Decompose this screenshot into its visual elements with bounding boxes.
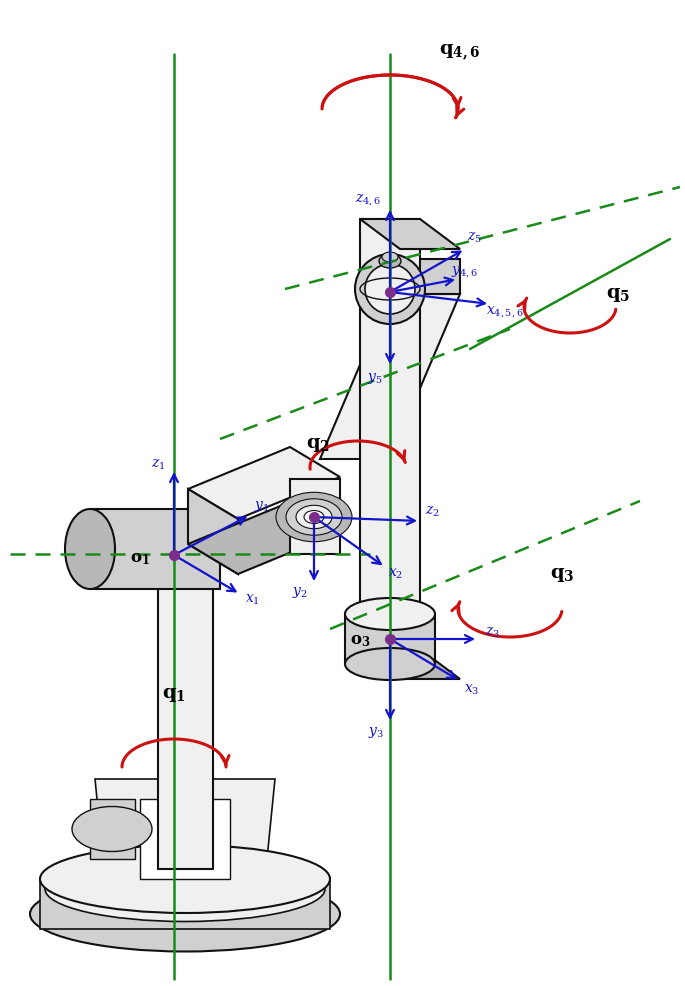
Ellipse shape bbox=[158, 555, 212, 574]
Text: $\mathbf{q_2}$: $\mathbf{q_2}$ bbox=[306, 435, 330, 454]
Polygon shape bbox=[390, 259, 460, 295]
Polygon shape bbox=[90, 510, 220, 590]
Text: $y_5$: $y_5$ bbox=[367, 370, 383, 386]
Bar bbox=[140, 800, 230, 880]
Polygon shape bbox=[360, 220, 420, 650]
Polygon shape bbox=[188, 448, 340, 520]
Ellipse shape bbox=[304, 511, 324, 524]
Ellipse shape bbox=[72, 807, 152, 852]
Text: $\mathbf{q_3}$: $\mathbf{q_3}$ bbox=[550, 565, 574, 584]
Text: $\mathbf{q_{4,6}}$: $\mathbf{q_{4,6}}$ bbox=[439, 42, 481, 62]
Ellipse shape bbox=[40, 845, 330, 913]
Ellipse shape bbox=[382, 252, 398, 262]
Text: $z_2$: $z_2$ bbox=[425, 504, 439, 519]
Ellipse shape bbox=[287, 499, 343, 534]
Polygon shape bbox=[158, 564, 213, 869]
Ellipse shape bbox=[296, 506, 332, 529]
Polygon shape bbox=[188, 503, 340, 575]
Text: $x_{4,5,6}$: $x_{4,5,6}$ bbox=[486, 304, 524, 319]
Ellipse shape bbox=[355, 254, 425, 324]
Text: $\mathbf{q_1}$: $\mathbf{q_1}$ bbox=[162, 685, 186, 704]
Text: $y_3$: $y_3$ bbox=[368, 724, 384, 739]
Text: $x_1$: $x_1$ bbox=[245, 593, 260, 606]
Text: $\mathbf{o_1}$: $\mathbf{o_1}$ bbox=[130, 548, 150, 566]
Polygon shape bbox=[40, 880, 330, 929]
Text: $z_{4,6}$: $z_{4,6}$ bbox=[355, 192, 381, 208]
Ellipse shape bbox=[30, 877, 340, 951]
Polygon shape bbox=[360, 220, 460, 249]
Text: $x_3$: $x_3$ bbox=[464, 682, 479, 696]
Text: $\mathbf{o_3}$: $\mathbf{o_3}$ bbox=[349, 630, 371, 649]
Text: $z_3$: $z_3$ bbox=[484, 625, 499, 640]
Polygon shape bbox=[320, 295, 460, 459]
Text: $y_1$: $y_1$ bbox=[254, 498, 270, 513]
Ellipse shape bbox=[286, 499, 342, 535]
Text: $y_2$: $y_2$ bbox=[292, 584, 308, 599]
Polygon shape bbox=[188, 489, 238, 575]
Ellipse shape bbox=[379, 254, 401, 269]
Text: $z_5$: $z_5$ bbox=[466, 231, 482, 245]
Polygon shape bbox=[360, 650, 460, 679]
Ellipse shape bbox=[276, 493, 352, 542]
Ellipse shape bbox=[65, 510, 115, 590]
Ellipse shape bbox=[365, 264, 415, 315]
Polygon shape bbox=[345, 614, 435, 665]
Polygon shape bbox=[290, 479, 340, 554]
Ellipse shape bbox=[45, 857, 325, 922]
Polygon shape bbox=[95, 779, 275, 880]
Text: $z_1$: $z_1$ bbox=[151, 458, 165, 471]
Text: $\mathbf{q_5}$: $\mathbf{q_5}$ bbox=[606, 285, 630, 305]
Ellipse shape bbox=[345, 599, 435, 630]
Text: $y_{4,6}$: $y_{4,6}$ bbox=[451, 264, 477, 280]
Polygon shape bbox=[90, 800, 135, 859]
Ellipse shape bbox=[345, 649, 435, 680]
Text: $x_2$: $x_2$ bbox=[388, 566, 403, 581]
